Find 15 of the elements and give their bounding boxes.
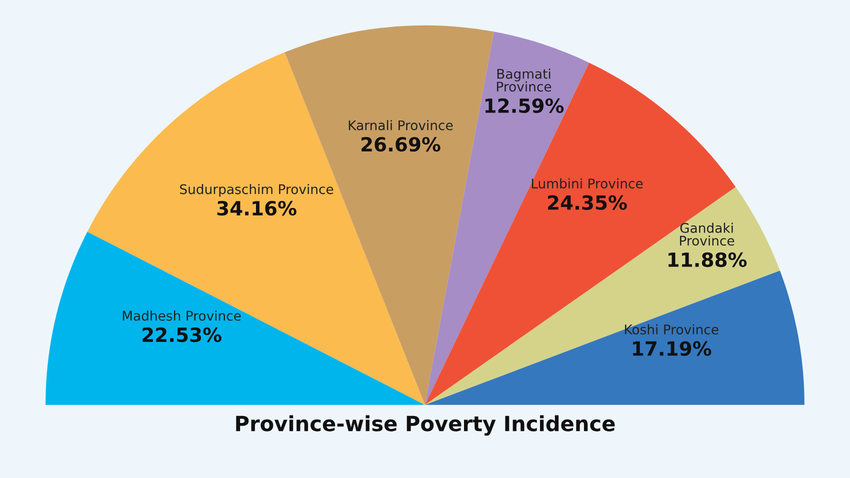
data-label: 22.53% — [142, 327, 222, 342]
slice-label: Sudurpaschim Province — [180, 184, 334, 197]
slice-label: Karnali Province — [348, 120, 453, 130]
data-label: 11.88% — [668, 252, 747, 268]
slice-label: Lumbini Province — [532, 178, 643, 189]
data-label: 17.19% — [633, 341, 712, 356]
slice-label: Koshi Province — [625, 324, 718, 334]
data-label: 12.59% — [485, 98, 564, 114]
data-label: 24.35% — [548, 195, 627, 210]
slice-label: Madhesh Province — [122, 310, 241, 321]
slice-label: Bagmati Province — [496, 68, 552, 92]
data-label: 26.69% — [362, 136, 440, 152]
slice-label: Gandaki Province — [680, 222, 734, 246]
data-label: 34.16% — [217, 200, 296, 216]
text: Province-wise Poverty Incidence — [236, 415, 615, 436]
